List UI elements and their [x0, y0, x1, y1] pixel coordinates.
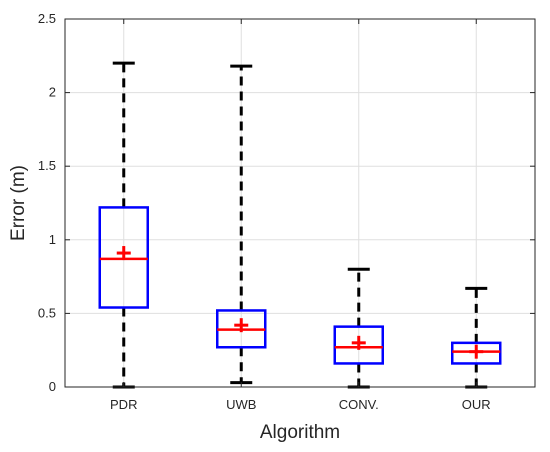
y-tick-label: 0	[49, 379, 56, 394]
y-tick-label: 2	[49, 85, 56, 100]
x-axis-title: Algorithm	[260, 422, 340, 443]
y-tick-label: 1.5	[38, 158, 56, 173]
iqr-box	[98, 206, 149, 309]
x-tick-label: PDR	[110, 397, 137, 412]
y-axis-title: Error (m)	[8, 165, 29, 241]
box-uwb	[216, 64, 267, 385]
iqr-box	[333, 325, 384, 365]
axis-ticks: 0 0.5 1 1.5 2 2.5 PDR UWB CONV. OUR	[38, 11, 535, 412]
x-tick-label: CONV.	[339, 397, 379, 412]
y-tick-label: 2.5	[38, 11, 56, 26]
grid-lines	[65, 19, 535, 387]
y-tick-label: 0.5	[38, 305, 56, 320]
y-tick-label: 1	[49, 232, 56, 247]
x-tick-label: OUR	[462, 397, 491, 412]
box-plot-series	[98, 61, 502, 389]
iqr-box	[451, 341, 502, 365]
x-tick-label: UWB	[226, 397, 256, 412]
plot-area-frame	[64, 18, 536, 388]
